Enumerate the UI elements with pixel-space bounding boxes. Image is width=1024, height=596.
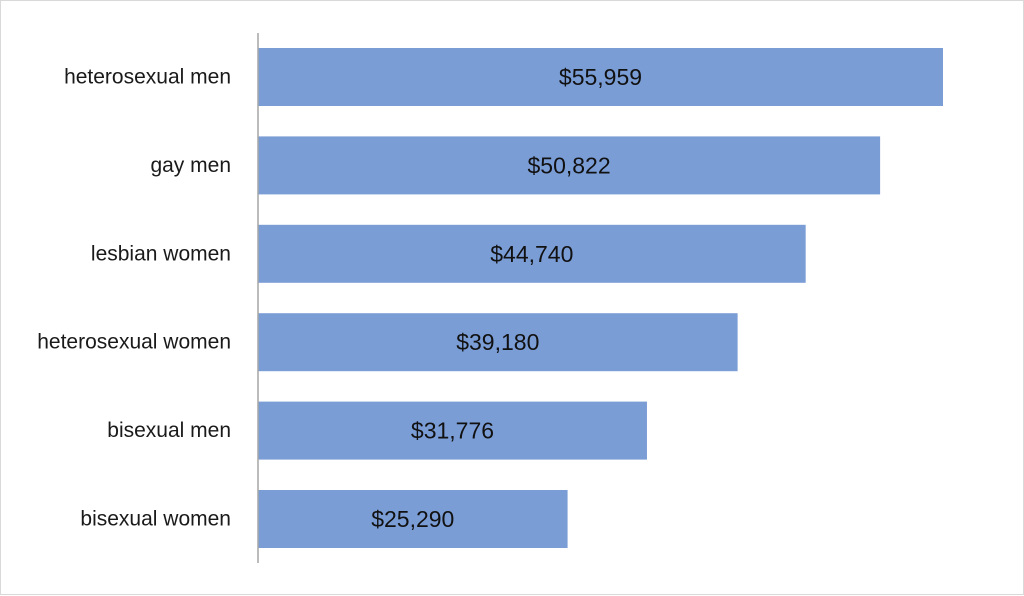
data-label: $44,740 [490,241,573,267]
category-label: bisexual women [80,508,231,531]
data-label: $50,822 [527,152,610,178]
labels-layer: heterosexual men $55,959 gay men $50,822 les… [37,64,642,532]
bar-lesbian-women [258,224,806,283]
category-label: gay men [150,154,231,177]
data-label: $55,959 [559,64,642,90]
category-label: bisexual men [107,419,231,442]
bars-layer [258,48,943,548]
data-label: $39,180 [456,329,539,355]
category-label: heterosexual men [64,66,231,89]
bar-heterosexual-women [258,313,738,372]
bar-bisexual-men [258,401,647,460]
bar-bisexual-women [258,490,568,548]
bar-gay-men [258,136,881,195]
category-label: lesbian women [91,242,231,265]
data-label: $25,290 [371,506,454,532]
bar-heterosexual-men [258,48,943,106]
category-label: heterosexual women [37,331,231,354]
data-label: $31,776 [411,418,494,444]
